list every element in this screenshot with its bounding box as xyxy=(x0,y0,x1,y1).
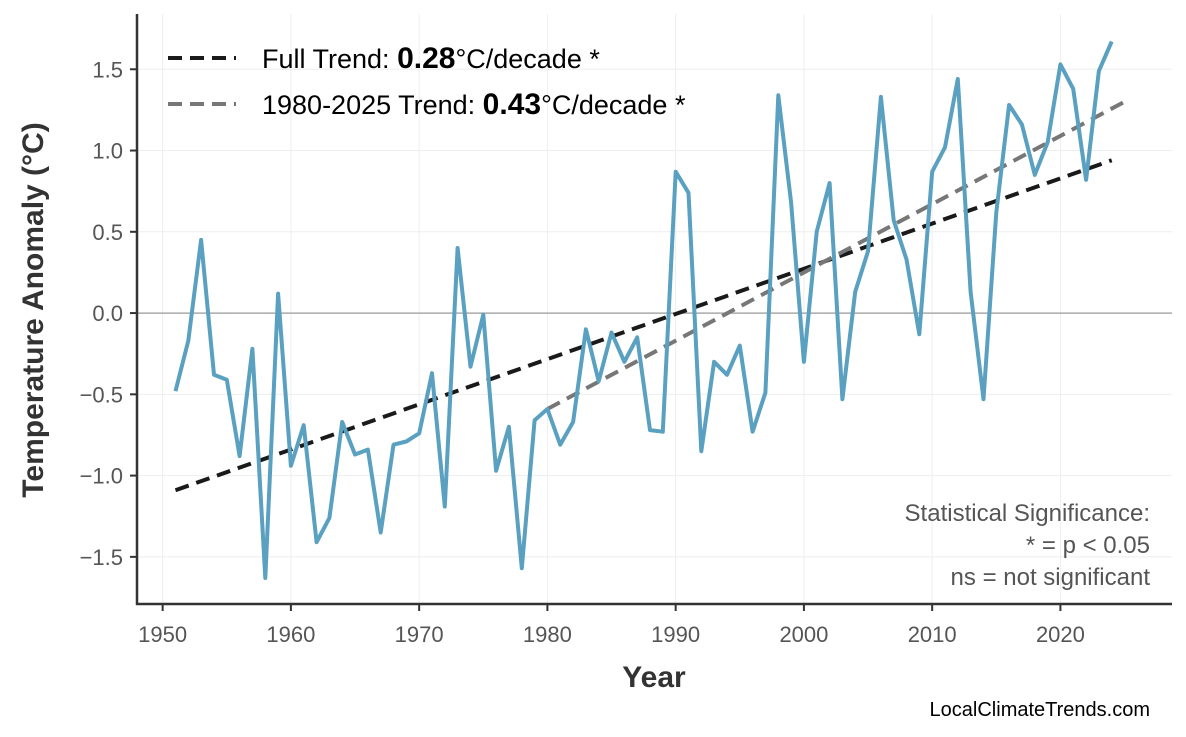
significance-note-line: ns = not significant xyxy=(951,564,1151,591)
x-tick-label: 1990 xyxy=(651,622,700,647)
x-tick-label: 1950 xyxy=(138,622,187,647)
legend-trend-value: 0.43 xyxy=(483,88,541,121)
anomaly-series-line xyxy=(173,40,1114,580)
y-tick-label: 0.5 xyxy=(92,220,123,245)
legend: Full Trend: 0.28°C/decade *1980-2025 Tre… xyxy=(168,42,686,121)
x-axis-label: Year xyxy=(622,661,686,694)
y-tick-label: 0.0 xyxy=(92,301,123,326)
axes xyxy=(130,14,1172,611)
x-tick-label: 1970 xyxy=(395,622,444,647)
x-tick-label: 1960 xyxy=(266,622,315,647)
y-tick-label: −1.0 xyxy=(80,464,123,489)
y-tick-label: 1.5 xyxy=(92,57,123,82)
trend-line xyxy=(174,158,1113,493)
x-tick-label: 1980 xyxy=(523,622,572,647)
significance-note: Statistical Significance: * = p < 0.05 n… xyxy=(905,500,1151,591)
x-tick-label: 2020 xyxy=(1036,622,1085,647)
legend-label-suffix: °C/decade * xyxy=(541,90,686,120)
credit-text: LocalClimateTrends.com xyxy=(930,699,1150,721)
trend-line xyxy=(546,100,1126,411)
tick-labels: 1950 1960 1970 1980 1990 2000 2010 2020 −1.5 −1.0… xyxy=(80,57,1085,647)
significance-note-line: Statistical Significance: xyxy=(905,500,1150,527)
trend-lines xyxy=(174,100,1126,493)
legend-entry: Full Trend: 0.28°C/decade * xyxy=(262,42,600,75)
data-points xyxy=(175,41,1112,579)
legend-label-prefix: Full Trend: xyxy=(262,44,397,74)
y-axis-label: Temperature Anomaly (°C) xyxy=(17,122,50,497)
y-tick-label: 1.0 xyxy=(92,139,123,164)
legend-label-prefix: 1980-2025 Trend: xyxy=(262,90,483,120)
y-tick-label: −1.5 xyxy=(80,545,123,570)
legend-entry: 1980-2025 Trend: 0.43°C/decade * xyxy=(262,88,686,121)
x-tick-label: 2000 xyxy=(779,622,828,647)
legend-trend-value: 0.28 xyxy=(397,42,455,75)
significance-note-line: * = p < 0.05 xyxy=(1026,532,1150,559)
y-tick-label: −0.5 xyxy=(80,382,123,407)
legend-label-suffix: °C/decade * xyxy=(455,44,600,74)
x-tick-label: 2010 xyxy=(908,622,957,647)
